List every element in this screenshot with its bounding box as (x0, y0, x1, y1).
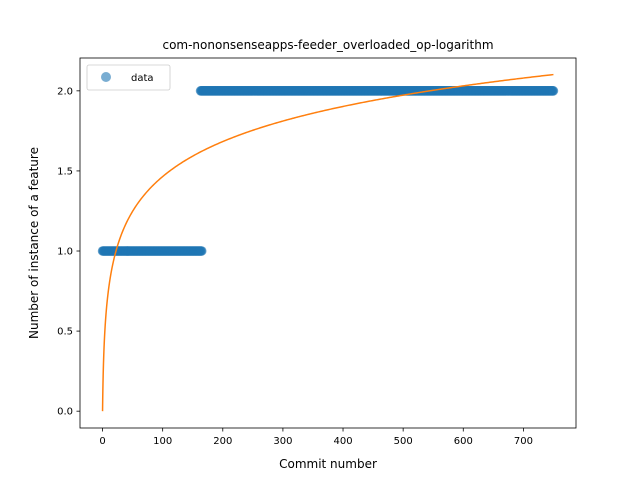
y-axis-label: Number of instance of a feature (27, 147, 41, 339)
x-tick-label: 400 (333, 436, 352, 447)
legend-label-data: data (131, 73, 154, 84)
x-axis: 0 100 200 300 400 500 600 700 (99, 428, 533, 447)
data-point (548, 86, 559, 96)
y-tick-label: 1.5 (57, 166, 73, 177)
x-axis-label: Commit number (279, 457, 377, 471)
y-tick-label: 0.5 (57, 327, 73, 338)
plot-frame (79, 57, 577, 429)
x-tick-label: 700 (514, 436, 533, 447)
chart-title: com-nononsenseapps-feeder_overloaded_op-… (162, 38, 493, 52)
plot-area (97, 73, 559, 412)
y-tick-label: 2.0 (57, 86, 73, 97)
x-tick-label: 600 (454, 436, 473, 447)
legend: data (86, 64, 171, 91)
legend-box (86, 64, 171, 91)
x-tick-label: 500 (394, 436, 413, 447)
x-tick-label: 300 (273, 436, 292, 447)
x-tick-label: 200 (213, 436, 232, 447)
y-axis: 0.0 0.5 1.0 1.5 2.0 (57, 86, 80, 418)
legend-marker-data (101, 72, 111, 82)
x-tick-label: 100 (153, 436, 172, 447)
y-tick-label: 0.0 (57, 407, 73, 418)
fit-line (101, 73, 554, 412)
x-tick-label: 0 (99, 436, 105, 447)
y-tick-label: 1.0 (57, 247, 73, 258)
data-point (196, 246, 207, 256)
